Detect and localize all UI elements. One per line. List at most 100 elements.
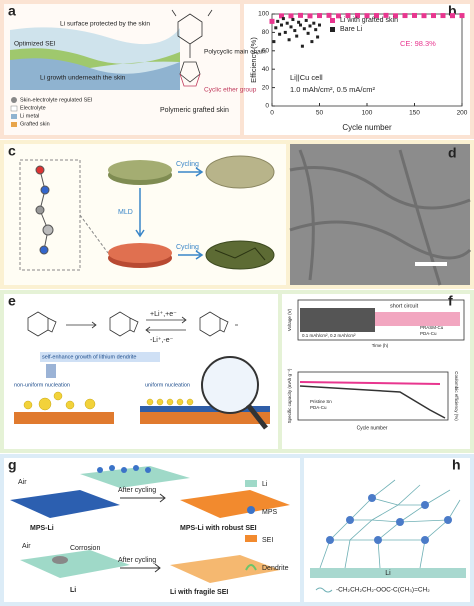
point xyxy=(317,13,322,19)
label: f xyxy=(448,293,453,309)
point xyxy=(302,27,306,31)
label: c xyxy=(8,143,16,159)
point xyxy=(291,18,295,22)
arrow xyxy=(120,493,166,573)
scale-bar xyxy=(415,262,447,266)
label: Li metal xyxy=(20,113,39,119)
label: Polycyclic main chain xyxy=(204,49,266,56)
legend-swatch xyxy=(11,97,17,103)
point xyxy=(298,12,303,18)
voltage-trace xyxy=(300,308,375,332)
molecule xyxy=(171,9,213,83)
dendrite xyxy=(46,364,56,378)
point xyxy=(431,13,436,19)
label: h xyxy=(452,457,461,473)
label: Li xyxy=(385,570,391,577)
label: 80 xyxy=(262,29,270,36)
molecule xyxy=(35,165,54,255)
label: Voltage (V) xyxy=(287,308,292,331)
point xyxy=(307,13,313,19)
label: short circuit xyxy=(390,303,419,309)
point xyxy=(297,20,301,24)
label: b xyxy=(448,3,457,19)
molecules xyxy=(27,311,238,337)
label: Cycling xyxy=(176,244,199,251)
point xyxy=(393,13,398,19)
label: Cycle number xyxy=(342,123,392,132)
substrate xyxy=(140,412,270,424)
coating xyxy=(140,406,270,412)
point xyxy=(278,32,282,36)
point xyxy=(287,38,291,42)
point xyxy=(299,23,302,27)
point xyxy=(421,13,427,19)
label: 200 xyxy=(457,110,468,117)
point xyxy=(374,13,379,19)
legend-swatch xyxy=(11,122,17,127)
label: CE: 98.3% xyxy=(400,39,436,48)
legend-swatch xyxy=(10,105,18,112)
legend-swatch xyxy=(247,506,255,514)
label: +Li⁺,+e⁻ xyxy=(150,311,177,318)
point xyxy=(304,18,308,22)
label: PRASM-Cu xyxy=(420,325,444,330)
label: Li surface protected by the skin xyxy=(60,21,150,28)
point xyxy=(450,13,455,19)
label: Cycle number xyxy=(357,425,388,431)
crack xyxy=(214,247,266,261)
point xyxy=(289,25,293,29)
point xyxy=(276,19,280,23)
label: uniform nucleation xyxy=(145,382,190,388)
point xyxy=(279,13,284,19)
label: Coulombic efficiency (%) xyxy=(454,371,459,421)
label: Li||Cu cell xyxy=(290,73,323,82)
point xyxy=(295,34,299,38)
point xyxy=(274,26,278,30)
legend-swatch xyxy=(11,114,17,119)
label: Specific capacity (mAh g⁻¹) xyxy=(287,368,292,423)
li-slab xyxy=(80,466,190,488)
capacity-trace xyxy=(299,385,446,419)
point xyxy=(412,12,417,18)
label: Li xyxy=(262,481,268,488)
label: Air xyxy=(18,479,27,486)
legend-swatch xyxy=(245,564,257,571)
label: Air xyxy=(22,543,31,550)
point xyxy=(318,23,321,27)
arrow xyxy=(135,188,145,238)
legend-swatch xyxy=(330,27,335,32)
label: 0.1 mAh/cm², 0.2 mAh/cm² xyxy=(302,333,356,338)
connector xyxy=(79,214,109,254)
label: a xyxy=(8,3,16,19)
point xyxy=(281,17,285,21)
mps-molecules xyxy=(97,465,151,473)
label: Time (h) xyxy=(372,343,389,348)
label: Li growth underneath the skin xyxy=(40,75,126,82)
point xyxy=(314,28,318,32)
label: Pristine Sn xyxy=(310,399,332,404)
label: Li with grafted skin xyxy=(340,17,398,24)
point xyxy=(364,13,370,19)
plot-frame xyxy=(297,371,449,421)
label: SEI xyxy=(262,537,273,544)
point xyxy=(300,44,304,48)
point xyxy=(440,13,446,19)
label: After cycling xyxy=(118,557,156,564)
label: Optimized SEI xyxy=(14,41,56,48)
label: Polymeric grafted skin xyxy=(160,107,229,114)
label: After cycling xyxy=(118,487,156,494)
label: g xyxy=(8,457,17,473)
mps-li-slab xyxy=(10,490,120,518)
dendrite-disk xyxy=(205,155,275,189)
label: Electrolyte xyxy=(20,105,46,111)
voltage-trace xyxy=(375,312,460,326)
plot-frame xyxy=(297,299,465,341)
arrow xyxy=(178,250,204,260)
label: Skin-electrolyte regulated SEI xyxy=(20,97,93,103)
legend-swatch xyxy=(330,18,335,23)
disk xyxy=(108,243,172,263)
magnifier xyxy=(201,356,259,414)
label: -CH₂CH₂CH₂-OOC-C(CH₃)=CH₂ xyxy=(336,587,430,594)
li-substrate xyxy=(310,568,466,578)
